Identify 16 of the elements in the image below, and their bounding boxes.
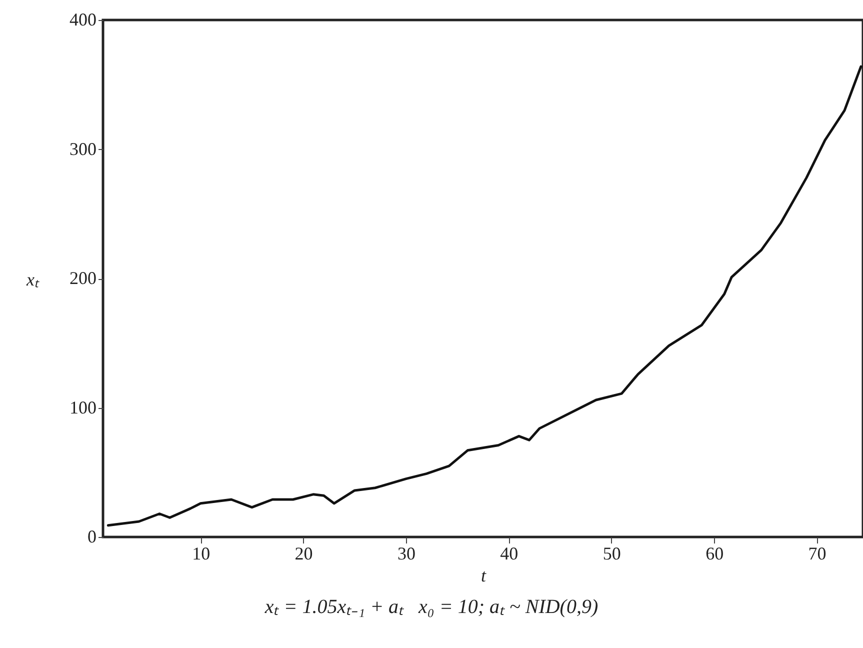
x-tick-label: 50 xyxy=(602,544,621,564)
x-axis-title: t xyxy=(480,566,487,586)
x-tick-label: 70 xyxy=(808,544,826,564)
text: xₜ = 1.05xₜ₋₁ + aₜ x₀ = 10; aₜ ~ NID(0,9) xyxy=(264,595,600,619)
y-axis-title: xₜ xyxy=(26,270,40,290)
x-tick-label: 60 xyxy=(706,544,724,564)
x-tick-label: 10 xyxy=(192,544,210,564)
x-tick-label: 30 xyxy=(397,544,416,564)
x-tick-label: 20 xyxy=(294,544,313,564)
y-tick-label: 0 xyxy=(88,526,96,546)
y-tick-label: 100 xyxy=(70,397,96,418)
line-series xyxy=(106,65,862,527)
y-tick-label: 300 xyxy=(70,138,96,159)
y-tick-label: 400 xyxy=(70,10,96,30)
x-tick-label: 40 xyxy=(500,544,518,564)
y-tick-label: 200 xyxy=(70,268,96,288)
